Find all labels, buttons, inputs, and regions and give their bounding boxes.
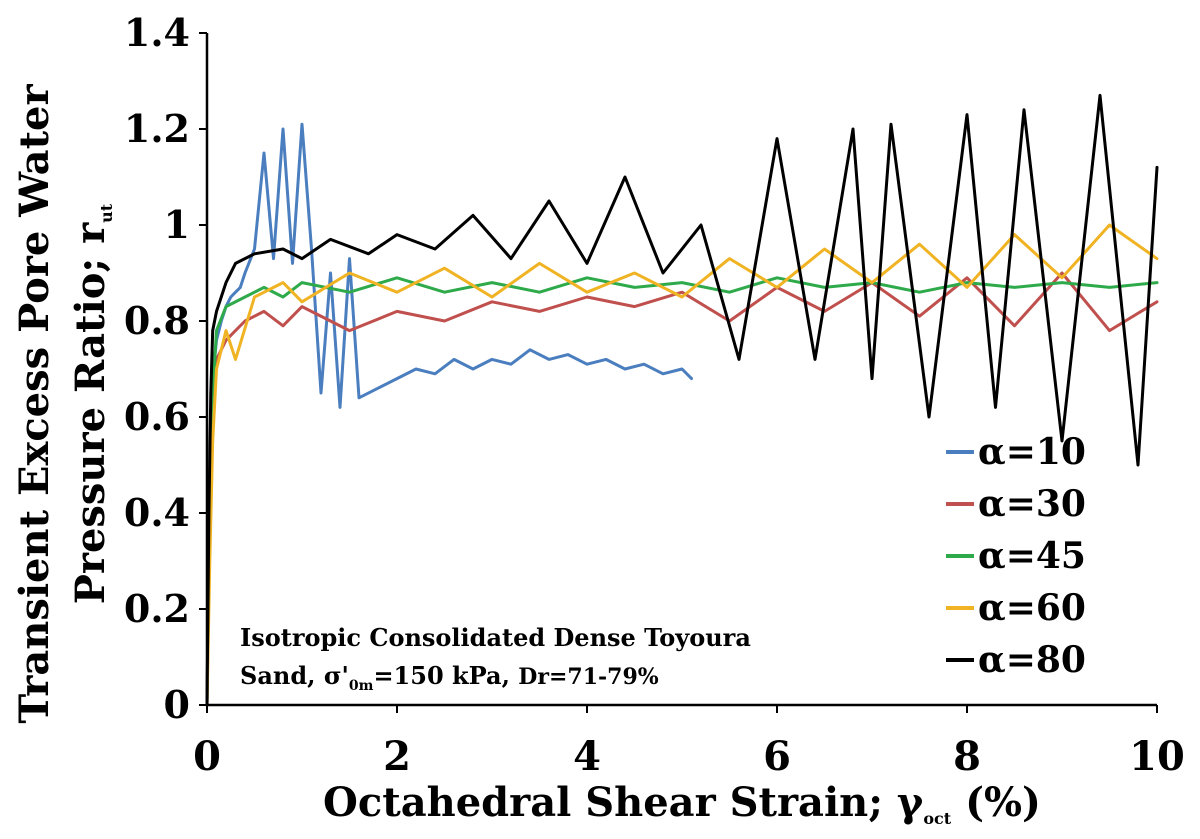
series-line-1 bbox=[205, 122, 693, 707]
y-tick-label: 0.6 bbox=[124, 394, 190, 439]
y-tick-label: 0 bbox=[164, 682, 190, 727]
x-tick-label: 4 bbox=[573, 733, 601, 780]
annotation-line2-c: Dr=71-79% bbox=[518, 664, 658, 690]
legend-label: α=60 bbox=[978, 587, 1086, 629]
y-tick-label: 1 bbox=[164, 202, 190, 247]
legend-label: α=30 bbox=[978, 483, 1086, 525]
x-axis-label-unit: (%) bbox=[951, 779, 1041, 826]
y-tick-label: 0.8 bbox=[124, 298, 190, 343]
x-tick-label: 2 bbox=[383, 733, 411, 780]
series-line-3 bbox=[205, 276, 1159, 707]
x-tick-label: 8 bbox=[953, 733, 981, 780]
legend-label: α=10 bbox=[978, 431, 1086, 473]
tick-layer: 0 2 4 6 8 10 0 0.2 0.4 0.6 0.8 1 1.2 1.4 bbox=[124, 10, 1185, 780]
y-tick-label: 1.2 bbox=[124, 106, 190, 151]
y-axis-label-main: Pressure Ratio; r bbox=[67, 222, 114, 604]
y-tick-label: 0.4 bbox=[124, 490, 190, 535]
y-axis-label-line2: Pressure Ratio; rut bbox=[67, 203, 116, 604]
series-line-5 bbox=[205, 93, 1159, 707]
annotation-line2-b: =150 kPa, bbox=[373, 661, 518, 690]
series-layer bbox=[205, 93, 1159, 707]
y-tick-label: 1.4 bbox=[124, 10, 190, 55]
y-tick-label: 0.2 bbox=[124, 586, 190, 631]
legend-label: α=80 bbox=[978, 639, 1086, 681]
annotation-line2-a: Sand, σ' bbox=[240, 661, 349, 690]
y-axis-label-line1: Transient Excess Pore Water bbox=[11, 83, 58, 723]
x-axis-label-main: Octahedral Shear Strain; γ bbox=[323, 779, 924, 826]
legend: α=10 α=30 α=45 α=60 α=80 bbox=[946, 431, 1086, 681]
x-tick-label: 6 bbox=[763, 733, 791, 780]
x-axis-label: Octahedral Shear Strain; γoct (%) bbox=[323, 779, 1041, 828]
x-axis-label-sub: oct bbox=[923, 809, 951, 828]
series-line-4 bbox=[205, 223, 1159, 707]
y-axis-label-sub: ut bbox=[97, 203, 116, 223]
legend-label: α=45 bbox=[978, 535, 1086, 577]
x-tick-label: 10 bbox=[1129, 733, 1185, 780]
x-tick-label: 0 bbox=[193, 733, 221, 780]
annotation-line2: Sand, σ'0m=150 kPa, Dr=71-79% bbox=[240, 661, 659, 694]
annotation-line2-sub: 0m bbox=[349, 678, 374, 694]
series-line-2 bbox=[205, 271, 1159, 707]
annotation-line1: Isotropic Consolidated Dense Toyoura bbox=[240, 623, 751, 652]
